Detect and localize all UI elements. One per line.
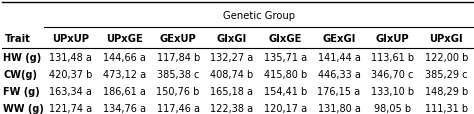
Text: 186,61 a: 186,61 a	[103, 86, 146, 96]
Text: 132,27 a: 132,27 a	[210, 53, 254, 62]
Text: 473,12 a: 473,12 a	[103, 69, 146, 79]
Text: 385,38 c: 385,38 c	[157, 69, 200, 79]
Text: 446,33 a: 446,33 a	[318, 69, 360, 79]
Text: 141,44 a: 141,44 a	[318, 53, 360, 62]
Text: 117,84 b: 117,84 b	[156, 53, 200, 62]
Text: GExGI: GExGI	[322, 33, 356, 43]
Text: 408,74 b: 408,74 b	[210, 69, 254, 79]
Text: 121,74 a: 121,74 a	[49, 103, 92, 113]
Text: 150,76 b: 150,76 b	[156, 86, 200, 96]
Text: GIxGE: GIxGE	[269, 33, 302, 43]
Text: Trait: Trait	[4, 33, 30, 43]
Text: 144,66 a: 144,66 a	[103, 53, 146, 62]
Text: 148,29 b: 148,29 b	[425, 86, 468, 96]
Text: 131,80 a: 131,80 a	[318, 103, 360, 113]
Text: UPxGI: UPxGI	[429, 33, 463, 43]
Text: HW (g): HW (g)	[3, 53, 42, 62]
Text: 346,70 c: 346,70 c	[372, 69, 414, 79]
Text: 154,41 b: 154,41 b	[264, 86, 307, 96]
Text: GExUP: GExUP	[160, 33, 197, 43]
Text: 415,80 b: 415,80 b	[264, 69, 307, 79]
Text: FW (g): FW (g)	[3, 86, 40, 96]
Text: 135,71 a: 135,71 a	[264, 53, 307, 62]
Text: 113,61 b: 113,61 b	[371, 53, 414, 62]
Text: 122,00 b: 122,00 b	[425, 53, 468, 62]
Text: 420,37 b: 420,37 b	[49, 69, 92, 79]
Text: 131,48 a: 131,48 a	[49, 53, 92, 62]
Text: Genetic Group: Genetic Group	[223, 10, 294, 20]
Text: UPxUP: UPxUP	[53, 33, 90, 43]
Text: 120,17 a: 120,17 a	[264, 103, 307, 113]
Text: 111,31 b: 111,31 b	[425, 103, 468, 113]
Text: 122,38 a: 122,38 a	[210, 103, 253, 113]
Text: 176,15 a: 176,15 a	[318, 86, 361, 96]
Text: GIxUP: GIxUP	[376, 33, 410, 43]
Text: UPxGE: UPxGE	[106, 33, 143, 43]
Text: 163,34 a: 163,34 a	[49, 86, 92, 96]
Text: 133,10 b: 133,10 b	[371, 86, 414, 96]
Text: 385,29 c: 385,29 c	[425, 69, 467, 79]
Text: 134,76 a: 134,76 a	[103, 103, 146, 113]
Text: 165,18 a: 165,18 a	[210, 86, 253, 96]
Text: 117,46 a: 117,46 a	[156, 103, 200, 113]
Text: 98,05 b: 98,05 b	[374, 103, 411, 113]
Text: WW (g): WW (g)	[3, 103, 44, 113]
Text: GIxGI: GIxGI	[217, 33, 247, 43]
Text: CW(g): CW(g)	[3, 69, 37, 79]
